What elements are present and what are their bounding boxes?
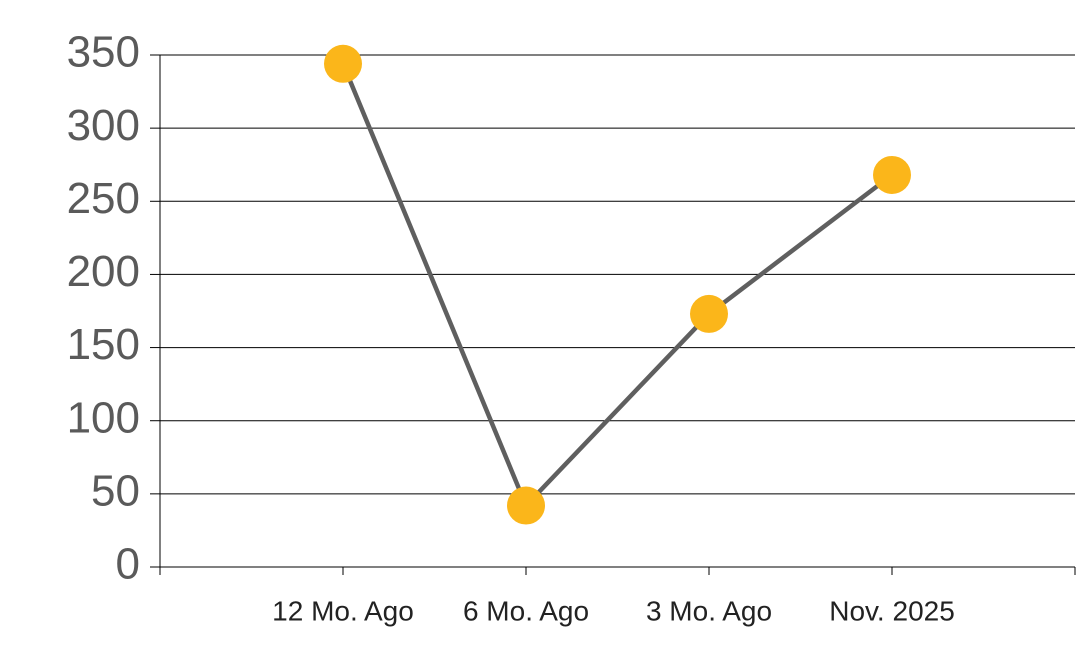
data-point (324, 44, 362, 83)
y-tick-label: 350 (67, 28, 140, 77)
y-tick-label: 200 (67, 247, 140, 296)
series-line (340, 62, 894, 510)
y-tick-label: 100 (67, 393, 140, 442)
data-point (690, 294, 728, 333)
x-tick-label: 3 Mo. Ago (646, 595, 772, 626)
y-tick-label: 300 (67, 101, 140, 150)
y-tick-label: 50 (91, 466, 140, 515)
y-tick-label: 150 (67, 320, 140, 369)
data-point (873, 155, 911, 194)
x-tick-label: 6 Mo. Ago (463, 595, 589, 626)
data-point (507, 486, 545, 525)
x-tick-label: Nov. 2025 (829, 595, 955, 626)
y-tick-label: 0 (116, 540, 140, 589)
y-tick-label: 250 (67, 174, 140, 223)
x-tick-label: 12 Mo. Ago (272, 595, 414, 626)
